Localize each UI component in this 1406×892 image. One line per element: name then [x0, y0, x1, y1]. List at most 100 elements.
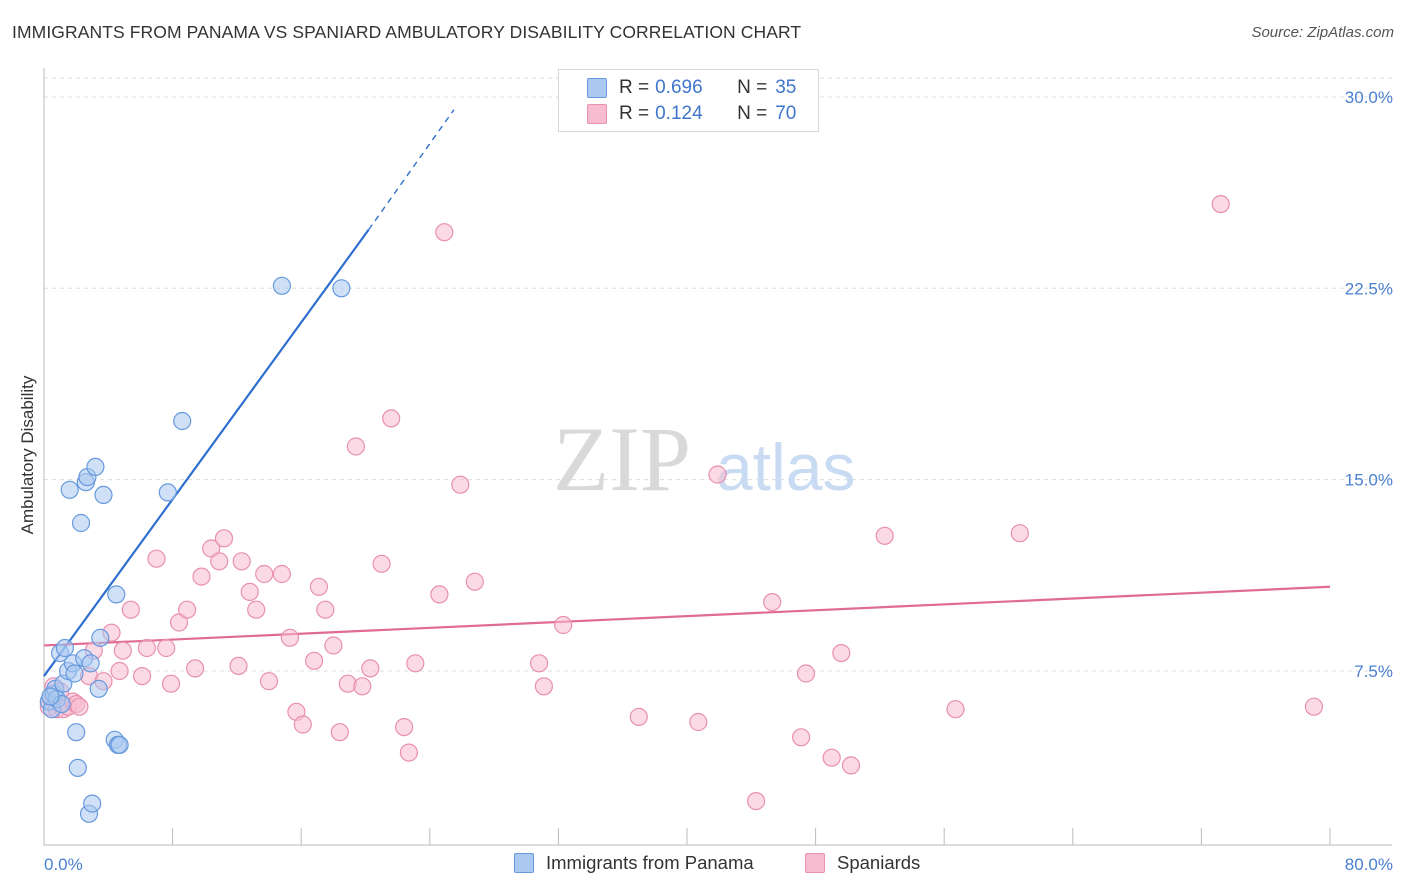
spaniards-point: [305, 651, 324, 670]
panama-point: [86, 457, 105, 476]
spaniards-point: [169, 613, 189, 632]
source-label: Source: ZipAtlas.com: [1251, 24, 1394, 41]
trend-lines: [43, 109, 1331, 677]
panama-trend-line: [43, 228, 370, 677]
spaniards-point: [192, 567, 211, 586]
spaniards-point: [316, 600, 335, 619]
spaniards-point: [186, 659, 205, 678]
legend-swatch-blue: [514, 853, 534, 873]
spaniards-point: [232, 552, 251, 571]
legend-swatch-pink: [587, 104, 607, 124]
spaniards-trend-line: [43, 585, 1331, 647]
tick-labels: 0.0% 80.0% 7.5% 15.0% 22.5% 30.0%: [44, 88, 1393, 874]
y-tick-label: 22.5%: [1345, 279, 1393, 298]
spaniards-point: [822, 748, 841, 767]
panama-point: [55, 638, 75, 658]
spaniards-point: [746, 791, 766, 811]
spaniards-point: [353, 677, 372, 696]
correlation-legend: R = 0.696 N = 35 R = 0.124 N = 70: [558, 69, 819, 132]
spaniards-point: [946, 700, 965, 719]
spaniards-point: [399, 743, 418, 762]
spaniards-point: [280, 628, 299, 647]
spaniards-point: [796, 664, 816, 683]
axes: [43, 68, 1392, 846]
panama-point: [71, 513, 91, 533]
spaniards-point: [346, 437, 365, 456]
legend-label-panama: Immigrants from Panama: [546, 852, 754, 873]
chart-title: IMMIGRANTS FROM PANAMA VS SPANIARD AMBUL…: [12, 22, 802, 42]
spaniards-point: [229, 656, 248, 676]
y-tick-label: 15.0%: [1345, 471, 1393, 490]
panama-point: [89, 679, 108, 698]
spaniards-point: [70, 697, 89, 716]
spaniards-point: [832, 643, 851, 663]
watermark-zip: ZIP: [553, 408, 691, 510]
legend-r-label: R =: [619, 77, 650, 98]
legend-r-value: 0.696: [655, 77, 703, 98]
panama-point: [83, 794, 102, 813]
grid-lines: [44, 77, 1392, 672]
spaniards-point: [372, 554, 391, 573]
spaniards-point: [382, 409, 401, 428]
panama-point: [67, 723, 86, 742]
spaniards-point: [293, 715, 312, 734]
spaniards-point: [1211, 195, 1230, 214]
spaniards-point: [435, 223, 454, 242]
spaniards-point: [113, 641, 132, 660]
spaniards-point: [1010, 524, 1029, 543]
spaniards-point: [259, 672, 279, 691]
legend-n-value: 70: [775, 103, 797, 124]
legend-n-label: N =: [737, 103, 768, 124]
panama-point: [91, 628, 110, 647]
panama-point: [81, 654, 100, 673]
spaniards-point: [121, 600, 140, 619]
spaniards-point: [534, 677, 554, 696]
spaniards-point: [875, 526, 894, 545]
legend-r-value: 0.124: [655, 103, 703, 124]
legend-item-panama: Immigrants from Panama: [514, 852, 754, 874]
legend-label-spaniards: Spaniards: [837, 852, 921, 873]
spaniards-point: [529, 654, 549, 673]
panama-trend-extension: [368, 109, 455, 231]
panama-point: [158, 483, 177, 502]
spaniards-point: [465, 572, 484, 591]
y-tick-label: 7.5%: [1354, 662, 1393, 681]
spaniards-point: [210, 552, 229, 571]
legend-swatch-blue: [587, 78, 607, 98]
legend-item-spaniards: Spaniards: [805, 852, 920, 874]
spaniards-point: [178, 600, 197, 619]
panama-point: [94, 485, 113, 504]
panama-points: [39, 276, 351, 823]
spaniards-point: [330, 723, 349, 742]
spaniards-point: [309, 577, 328, 596]
spaniards-point: [240, 582, 259, 602]
x-tick-label-min: 0.0%: [44, 855, 83, 874]
panama-point: [41, 687, 60, 706]
spaniards-point: [247, 600, 266, 619]
spaniards-point: [451, 475, 470, 494]
spaniards-point: [406, 654, 425, 673]
spaniards-point: [110, 661, 129, 681]
panama-point: [107, 585, 126, 604]
panama-point: [332, 279, 351, 298]
spaniards-point: [395, 717, 414, 737]
spaniards-point: [255, 564, 274, 584]
spaniards-point: [161, 674, 181, 693]
watermark-atlas: atlas: [716, 430, 855, 504]
legend-row-panama: R = 0.696 N = 35: [587, 75, 796, 101]
spaniards-point: [791, 728, 811, 747]
spaniards-point: [272, 564, 291, 584]
y-axis-label: Ambulatory Disability: [18, 375, 37, 535]
legend-n-value: 35: [775, 77, 797, 98]
panama-point: [173, 411, 192, 431]
legend-swatch-pink: [805, 853, 825, 873]
panama-point: [65, 664, 84, 683]
x-tick-label-max: 80.0%: [1345, 855, 1393, 874]
spaniards-point: [629, 707, 648, 727]
legend-n-label: N =: [737, 77, 768, 98]
spaniards-point: [214, 529, 234, 548]
spaniards-point: [841, 756, 861, 775]
spaniards-point: [708, 465, 727, 484]
y-tick-label: 30.0%: [1345, 88, 1393, 107]
